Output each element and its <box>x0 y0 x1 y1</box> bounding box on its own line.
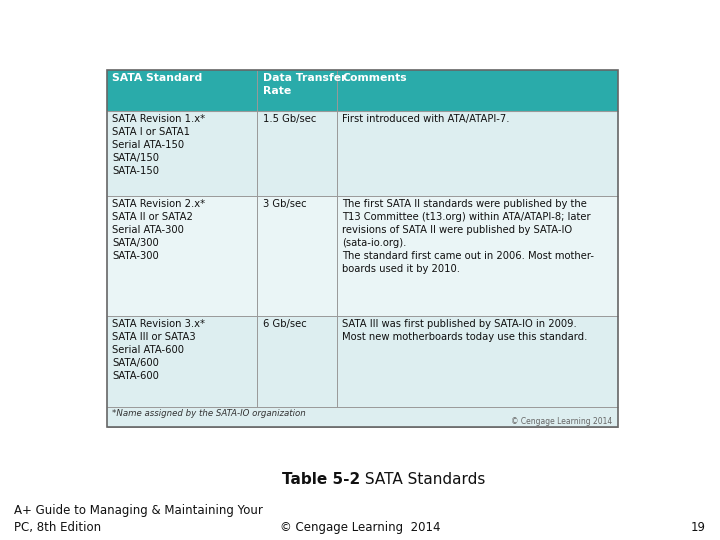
Text: © Cengage Learning  2014: © Cengage Learning 2014 <box>280 521 440 534</box>
Bar <box>107 111 618 196</box>
Bar <box>107 407 618 427</box>
Text: A+ Guide to Managing & Maintaining Your
PC, 8th Edition: A+ Guide to Managing & Maintaining Your … <box>14 504 264 534</box>
Bar <box>107 196 618 316</box>
Text: Data Transfer
Rate: Data Transfer Rate <box>263 73 346 96</box>
Text: *Name assigned by the SATA-IO organization: *Name assigned by the SATA-IO organizati… <box>112 409 306 417</box>
Text: Table 5-2: Table 5-2 <box>282 472 360 487</box>
Bar <box>107 316 618 407</box>
Text: SATA Standard: SATA Standard <box>112 73 202 84</box>
Text: Comments: Comments <box>343 73 407 84</box>
Text: First introduced with ATA/ATAPI-7.: First introduced with ATA/ATAPI-7. <box>343 114 510 124</box>
Text: SATA III was first published by SATA-IO in 2009.
Most new motherboards today use: SATA III was first published by SATA-IO … <box>343 319 588 342</box>
Text: SATA Standards: SATA Standards <box>360 472 485 487</box>
Text: 1.5 Gb/sec: 1.5 Gb/sec <box>263 114 317 124</box>
Text: 19: 19 <box>690 521 706 534</box>
Text: SATA Revision 3.x*
SATA III or SATA3
Serial ATA-600
SATA/600
SATA-600: SATA Revision 3.x* SATA III or SATA3 Ser… <box>112 319 205 381</box>
Text: The first SATA II standards were published by the
T13 Committee (t13.org) within: The first SATA II standards were publish… <box>343 199 594 274</box>
Bar <box>107 70 618 427</box>
Text: SATA Revision 1.x*
SATA I or SATA1
Serial ATA-150
SATA/150
SATA-150: SATA Revision 1.x* SATA I or SATA1 Seria… <box>112 114 205 176</box>
Bar <box>107 70 618 111</box>
Text: 3 Gb/sec: 3 Gb/sec <box>263 199 307 210</box>
Text: © Cengage Learning 2014: © Cengage Learning 2014 <box>510 416 612 426</box>
Text: 6 Gb/sec: 6 Gb/sec <box>263 319 307 329</box>
Text: SATA Revision 2.x*
SATA II or SATA2
Serial ATA-300
SATA/300
SATA-300: SATA Revision 2.x* SATA II or SATA2 Seri… <box>112 199 205 261</box>
